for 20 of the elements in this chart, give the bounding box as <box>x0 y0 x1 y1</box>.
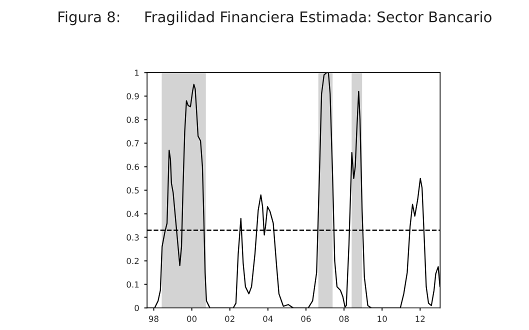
y-tick-label: 0.4 <box>126 210 139 218</box>
y-tick-label: 0.7 <box>126 140 139 146</box>
y-tick-label: 0.3 <box>126 234 139 241</box>
y-tick-label: 0.9 <box>126 93 139 100</box>
y-tick-label: 0.1 <box>126 281 139 288</box>
x-tick-label: 98 <box>148 316 158 322</box>
x-tick-label: 02 <box>225 316 234 322</box>
x-tick-label: 00 <box>187 316 197 322</box>
y-tick-label: 0.6 <box>126 164 139 170</box>
x-tick-label: 06 <box>301 316 311 322</box>
y-tick-label: 1 <box>135 70 139 76</box>
y-tick-label: 0 <box>134 304 139 312</box>
y-tick-label: 0.8 <box>126 116 139 123</box>
y-tick-label: 0.2 <box>126 258 139 264</box>
x-tick-label: 10 <box>378 316 387 322</box>
x-tick-label: 08 <box>339 316 349 322</box>
x-tick-label: 04 <box>263 316 273 322</box>
chart-title: Figura 8: Fragilidad Financiera Estimada: Sector Bancario <box>58 11 492 26</box>
x-tick-label: 12 <box>416 316 425 322</box>
y-tick-label: 0.5 <box>126 187 139 194</box>
